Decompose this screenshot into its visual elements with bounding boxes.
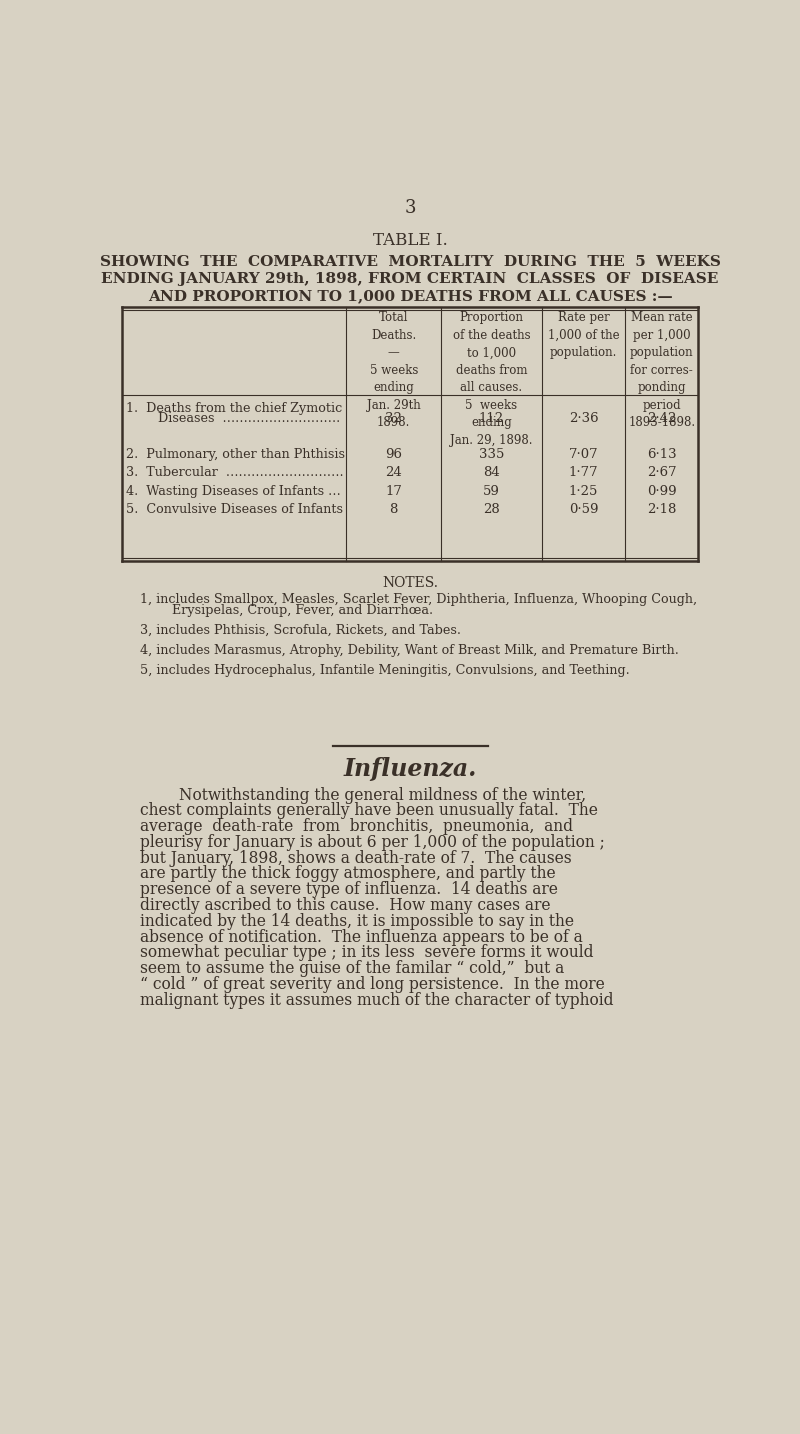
Text: somewhat peculiar type ; in its less  severe forms it would: somewhat peculiar type ; in its less sev… (140, 945, 594, 961)
Text: 96: 96 (386, 447, 402, 460)
Text: 2·18: 2·18 (647, 503, 677, 516)
Text: 3.  Tubercular  ……………………….: 3. Tubercular ………………………. (126, 466, 343, 479)
Text: “ cold ” of great severity and long persistence.  In the more: “ cold ” of great severity and long pers… (140, 977, 605, 992)
Text: 7·07: 7·07 (569, 447, 598, 460)
Text: 1·77: 1·77 (569, 466, 598, 479)
Text: 0·99: 0·99 (647, 485, 677, 498)
Text: 2·67: 2·67 (647, 466, 677, 479)
Text: 0·59: 0·59 (569, 503, 598, 516)
Text: Influenza.: Influenza. (343, 757, 477, 782)
Text: 24: 24 (386, 466, 402, 479)
Text: malignant types it assumes much of the character of typhoid: malignant types it assumes much of the c… (140, 992, 614, 1008)
Text: 1·25: 1·25 (569, 485, 598, 498)
Text: 8: 8 (390, 503, 398, 516)
Text: 59: 59 (483, 485, 500, 498)
Text: 2·36: 2·36 (569, 413, 598, 426)
Text: directly ascribed to this cause.  How many cases are: directly ascribed to this cause. How man… (140, 898, 550, 913)
Text: 6·13: 6·13 (647, 447, 677, 460)
Text: 5.  Convulsive Diseases of Infants: 5. Convulsive Diseases of Infants (126, 503, 342, 516)
Text: 335: 335 (478, 447, 504, 460)
Text: 112: 112 (479, 413, 504, 426)
Text: 1, includes Smallpox, Measles, Scarlet Fever, Diphtheria, Influenza, Whooping Co: 1, includes Smallpox, Measles, Scarlet F… (140, 594, 698, 607)
Text: chest complaints generally have been unusually fatal.  The: chest complaints generally have been unu… (140, 803, 598, 819)
Text: are partly the thick foggy atmosphere, and partly the: are partly the thick foggy atmosphere, a… (140, 866, 556, 882)
Text: 3, includes Phthisis, Scrofula, Rickets, and Tabes.: 3, includes Phthisis, Scrofula, Rickets,… (140, 624, 462, 637)
Text: seem to assume the guise of the familar “ cold,”  but a: seem to assume the guise of the familar … (140, 961, 565, 977)
Text: 32: 32 (386, 413, 402, 426)
Text: Diseases  ……………………….: Diseases ………………………. (126, 413, 340, 426)
Text: absence of notification.  The influenza appears to be of a: absence of notification. The influenza a… (140, 929, 583, 945)
Text: but January, 1898, shows a death-rate of 7.  The causes: but January, 1898, shows a death-rate of… (140, 850, 572, 866)
Text: TABLE I.: TABLE I. (373, 232, 447, 250)
Text: 84: 84 (483, 466, 500, 479)
Text: Notwithstanding the general mildness of the winter,: Notwithstanding the general mildness of … (140, 786, 586, 803)
Text: 17: 17 (386, 485, 402, 498)
Text: average  death-rate  from  bronchitis,  pneumonia,  and: average death-rate from bronchitis, pneu… (140, 819, 574, 835)
Text: Total
Deaths.
—
5 weeks
ending
Jan. 29th
1898.: Total Deaths. — 5 weeks ending Jan. 29th… (367, 311, 421, 429)
Text: 28: 28 (483, 503, 500, 516)
Text: Rate per
1,000 of the
population.: Rate per 1,000 of the population. (548, 311, 619, 360)
Text: Mean rate
per 1,000
population
for corres-
ponding
period
1893-1898.: Mean rate per 1,000 population for corre… (628, 311, 695, 429)
Text: presence of a severe type of influenza.  14 deaths are: presence of a severe type of influenza. … (140, 882, 558, 898)
Text: pleurisy for January is about 6 per 1,000 of the population ;: pleurisy for January is about 6 per 1,00… (140, 835, 605, 850)
Text: AND PROPORTION TO 1,000 DEATHS FROM ALL CAUSES :—: AND PROPORTION TO 1,000 DEATHS FROM ALL … (148, 290, 672, 303)
Text: NOTES.: NOTES. (382, 576, 438, 591)
Text: 2.  Pulmonary, other than Phthisis: 2. Pulmonary, other than Phthisis (126, 447, 345, 460)
Text: 5, includes Hydrocephalus, Infantile Meningitis, Convulsions, and Teething.: 5, includes Hydrocephalus, Infantile Men… (140, 664, 630, 677)
Text: 4, includes Marasmus, Atrophy, Debility, Want of Breast Milk, and Premature Birt: 4, includes Marasmus, Atrophy, Debility,… (140, 644, 679, 657)
Text: 4.  Wasting Diseases of Infants …: 4. Wasting Diseases of Infants … (126, 485, 340, 498)
Text: Proportion
of the deaths
to 1,000
deaths from
all causes.
5  weeks
ending
Jan. 2: Proportion of the deaths to 1,000 deaths… (450, 311, 533, 447)
Text: 1.  Deaths from the chief Zymotic: 1. Deaths from the chief Zymotic (126, 402, 342, 414)
Text: 2·42: 2·42 (647, 413, 677, 426)
Text: SHOWING  THE  COMPARATIVE  MORTALITY  DURING  THE  5  WEEKS: SHOWING THE COMPARATIVE MORTALITY DURING… (99, 255, 721, 270)
Text: ENDING JANUARY 29th, 1898, FROM CERTAIN  CLASSES  OF  DISEASE: ENDING JANUARY 29th, 1898, FROM CERTAIN … (102, 272, 718, 287)
Text: 3: 3 (404, 199, 416, 217)
Text: Erysipelas, Croup, Fever, and Diarrhœa.: Erysipelas, Croup, Fever, and Diarrhœa. (140, 604, 434, 617)
Text: indicated by the 14 deaths, it is impossible to say in the: indicated by the 14 deaths, it is imposs… (140, 913, 574, 929)
